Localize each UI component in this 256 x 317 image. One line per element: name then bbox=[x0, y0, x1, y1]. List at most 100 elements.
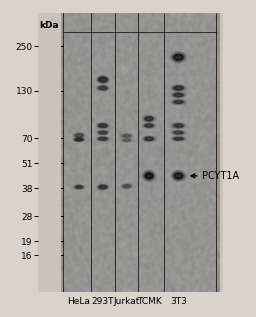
Ellipse shape bbox=[123, 139, 131, 141]
Ellipse shape bbox=[174, 131, 183, 134]
Ellipse shape bbox=[174, 93, 183, 97]
Ellipse shape bbox=[143, 123, 155, 128]
Ellipse shape bbox=[96, 130, 110, 135]
Ellipse shape bbox=[143, 116, 155, 122]
Ellipse shape bbox=[174, 124, 183, 127]
Ellipse shape bbox=[142, 136, 156, 142]
Ellipse shape bbox=[145, 137, 153, 140]
Ellipse shape bbox=[174, 54, 183, 60]
Ellipse shape bbox=[99, 185, 106, 189]
Ellipse shape bbox=[73, 184, 85, 190]
Ellipse shape bbox=[73, 138, 84, 141]
Ellipse shape bbox=[145, 117, 153, 120]
Ellipse shape bbox=[97, 76, 109, 83]
Ellipse shape bbox=[97, 123, 109, 128]
Ellipse shape bbox=[171, 123, 186, 129]
Ellipse shape bbox=[172, 131, 185, 135]
Ellipse shape bbox=[173, 137, 184, 140]
Ellipse shape bbox=[174, 131, 183, 134]
Ellipse shape bbox=[123, 185, 130, 188]
Ellipse shape bbox=[98, 137, 108, 140]
Ellipse shape bbox=[171, 92, 186, 98]
Ellipse shape bbox=[145, 173, 153, 179]
Ellipse shape bbox=[99, 138, 107, 140]
Ellipse shape bbox=[72, 137, 86, 142]
Ellipse shape bbox=[98, 86, 108, 90]
Ellipse shape bbox=[99, 131, 107, 134]
Ellipse shape bbox=[172, 100, 185, 104]
Ellipse shape bbox=[143, 136, 155, 141]
Ellipse shape bbox=[99, 124, 107, 127]
Ellipse shape bbox=[174, 173, 183, 179]
Ellipse shape bbox=[174, 55, 183, 60]
Ellipse shape bbox=[99, 78, 107, 82]
Text: PCYT1A: PCYT1A bbox=[191, 171, 240, 181]
Ellipse shape bbox=[122, 184, 131, 188]
Ellipse shape bbox=[144, 137, 154, 141]
Ellipse shape bbox=[145, 173, 153, 179]
Ellipse shape bbox=[145, 124, 153, 127]
Ellipse shape bbox=[98, 124, 108, 128]
Ellipse shape bbox=[171, 52, 186, 63]
Ellipse shape bbox=[174, 100, 183, 103]
Ellipse shape bbox=[174, 86, 183, 90]
Ellipse shape bbox=[171, 170, 186, 181]
Ellipse shape bbox=[99, 137, 107, 140]
Ellipse shape bbox=[171, 130, 186, 135]
Ellipse shape bbox=[121, 184, 132, 189]
Ellipse shape bbox=[173, 93, 184, 97]
Ellipse shape bbox=[173, 86, 184, 90]
Ellipse shape bbox=[75, 185, 83, 189]
Ellipse shape bbox=[123, 135, 131, 137]
Ellipse shape bbox=[173, 131, 184, 134]
Ellipse shape bbox=[172, 85, 185, 91]
Ellipse shape bbox=[142, 115, 156, 122]
Ellipse shape bbox=[99, 87, 107, 89]
Ellipse shape bbox=[97, 131, 109, 135]
Ellipse shape bbox=[98, 185, 108, 189]
Ellipse shape bbox=[173, 172, 184, 180]
Ellipse shape bbox=[98, 77, 108, 82]
Ellipse shape bbox=[76, 139, 82, 141]
Ellipse shape bbox=[98, 184, 108, 190]
Ellipse shape bbox=[171, 136, 186, 141]
Ellipse shape bbox=[172, 171, 185, 181]
Ellipse shape bbox=[174, 173, 183, 179]
Ellipse shape bbox=[174, 138, 183, 140]
Ellipse shape bbox=[74, 185, 84, 189]
Ellipse shape bbox=[172, 53, 185, 62]
Ellipse shape bbox=[96, 123, 110, 129]
Ellipse shape bbox=[96, 136, 110, 141]
Ellipse shape bbox=[74, 133, 83, 138]
Ellipse shape bbox=[96, 75, 110, 84]
Ellipse shape bbox=[172, 92, 185, 98]
Ellipse shape bbox=[97, 85, 109, 91]
Ellipse shape bbox=[97, 137, 109, 141]
Ellipse shape bbox=[174, 124, 183, 127]
Ellipse shape bbox=[174, 94, 183, 96]
Ellipse shape bbox=[171, 99, 186, 105]
Ellipse shape bbox=[74, 138, 83, 141]
Ellipse shape bbox=[174, 137, 183, 140]
Ellipse shape bbox=[145, 124, 153, 127]
Ellipse shape bbox=[99, 185, 107, 189]
Ellipse shape bbox=[99, 86, 107, 90]
Ellipse shape bbox=[76, 186, 82, 188]
Ellipse shape bbox=[76, 134, 82, 137]
Ellipse shape bbox=[73, 133, 84, 138]
Ellipse shape bbox=[123, 185, 131, 188]
Ellipse shape bbox=[172, 137, 185, 141]
Text: kDa: kDa bbox=[39, 21, 59, 30]
Ellipse shape bbox=[75, 139, 83, 141]
Ellipse shape bbox=[171, 85, 186, 92]
Ellipse shape bbox=[123, 135, 131, 137]
Ellipse shape bbox=[173, 53, 184, 61]
Ellipse shape bbox=[96, 85, 110, 91]
Ellipse shape bbox=[75, 134, 83, 137]
Ellipse shape bbox=[172, 123, 185, 128]
Ellipse shape bbox=[142, 123, 156, 128]
Ellipse shape bbox=[99, 124, 107, 127]
Ellipse shape bbox=[145, 117, 153, 120]
Ellipse shape bbox=[173, 124, 184, 128]
Ellipse shape bbox=[144, 172, 154, 180]
